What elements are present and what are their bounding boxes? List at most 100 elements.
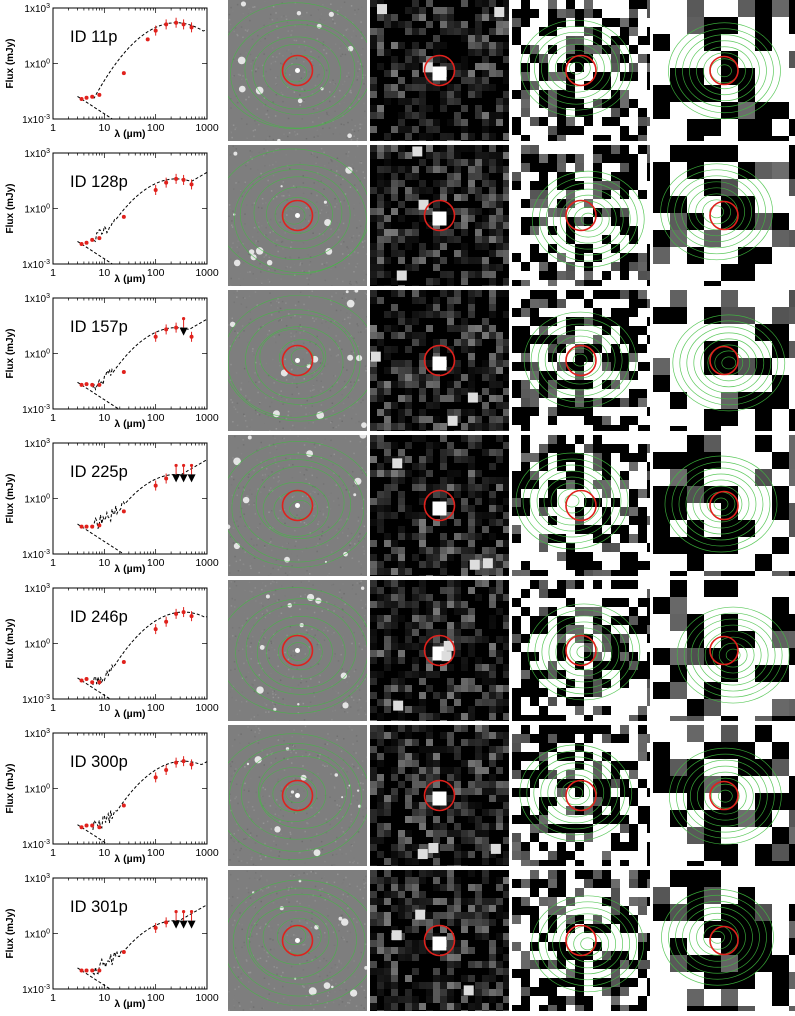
- x-tick-label: 10: [98, 267, 110, 279]
- nir-stamp: [370, 435, 509, 576]
- x-tick-label: 1: [50, 992, 56, 1004]
- submm-stamp-b: [653, 0, 795, 141]
- flux-point: [85, 525, 89, 529]
- y-tick-label: 1x10-3: [22, 984, 50, 996]
- flux-point: [90, 95, 94, 99]
- galaxy-blob: [297, 11, 301, 15]
- galaxy-blob: [267, 260, 272, 265]
- target-source: [295, 793, 300, 798]
- neighbour-source: [412, 146, 422, 156]
- plot-frame: [53, 298, 207, 409]
- galaxy-blob: [309, 987, 317, 995]
- optical-stamp: [228, 290, 367, 431]
- x-tick-label: 100: [147, 557, 165, 569]
- y-tick-label: 1x103: [24, 583, 50, 595]
- galaxy-blob: [324, 219, 331, 226]
- flux-point: [174, 326, 178, 330]
- x-axis-label: λ (µm): [114, 273, 145, 285]
- flux-point: [164, 22, 168, 26]
- galaxy-blob: [346, 290, 349, 293]
- submm-stamp-b: [653, 145, 795, 286]
- flux-point: [154, 775, 158, 779]
- flux-point: [164, 920, 168, 924]
- flux-point: [154, 926, 158, 930]
- flux-point: [80, 825, 84, 829]
- x-axis-label: λ (µm): [114, 998, 145, 1010]
- x-tick-label: 1: [50, 557, 56, 569]
- flux-point: [80, 97, 84, 101]
- flux-point: [190, 335, 194, 339]
- nir-stamp: [370, 145, 509, 286]
- flux-point: [154, 335, 158, 339]
- x-tick-label: 1000: [195, 122, 219, 134]
- flux-point: [122, 370, 126, 374]
- plot-frame: [53, 878, 207, 989]
- galaxy-blob: [341, 918, 348, 925]
- x-tick-label: 1: [50, 702, 56, 714]
- x-axis-label: λ (µm): [114, 708, 145, 720]
- neighbour-source: [491, 844, 501, 854]
- y-tick-label: 1x10-3: [22, 839, 50, 851]
- flux-point: [146, 37, 150, 41]
- y-axis-label: Flux (mJy): [5, 328, 16, 378]
- y-tick-label: 1x100: [24, 59, 50, 71]
- galaxy-blob: [335, 773, 338, 776]
- galaxy-blob: [233, 457, 241, 465]
- nir-stamp: [370, 290, 509, 431]
- y-tick-label: 1x10-3: [22, 549, 50, 561]
- source-id-label: ID 300p: [70, 753, 128, 771]
- x-tick-label: 10: [98, 122, 110, 134]
- flux-point: [97, 969, 101, 973]
- y-tick-label: 1x103: [24, 728, 50, 740]
- galaxy-blob: [297, 703, 299, 705]
- x-axis-label: λ (µm): [114, 853, 145, 865]
- target-source: [433, 212, 447, 226]
- flux-point: [154, 188, 158, 192]
- x-axis-label: λ (µm): [114, 563, 145, 575]
- x-tick-label: 1000: [195, 557, 219, 569]
- source-id-label: ID 11p: [70, 28, 117, 46]
- upper-limit-point: [182, 910, 185, 913]
- target-source: [433, 67, 447, 81]
- upper-limit-point: [182, 464, 185, 467]
- flux-point: [90, 680, 94, 684]
- galaxy-blob: [320, 87, 323, 90]
- galaxy-blob: [233, 152, 237, 156]
- optical-stamp: [228, 145, 367, 286]
- flux-point: [97, 93, 101, 97]
- y-tick-label: 1x10-3: [22, 114, 50, 126]
- neighbour-source: [483, 558, 493, 568]
- y-axis-label: Flux (mJy): [5, 618, 16, 668]
- y-tick-label: 1x100: [24, 349, 50, 361]
- target-source: [295, 213, 300, 218]
- galaxy-blob: [234, 543, 240, 549]
- galaxy-blob: [230, 322, 236, 328]
- galaxy-blob: [347, 300, 355, 308]
- x-tick-label: 10: [98, 847, 110, 859]
- target-source: [295, 648, 300, 653]
- y-tick-label: 1x10-3: [22, 404, 50, 416]
- galaxy-blob: [331, 986, 334, 989]
- upper-limit-point: [190, 910, 193, 913]
- flux-point: [80, 679, 84, 683]
- y-tick-label: 1x103: [24, 873, 50, 885]
- neighbour-source: [415, 910, 425, 920]
- galaxy-blob: [347, 355, 353, 361]
- flux-point: [97, 523, 101, 527]
- galaxy-blob: [243, 497, 249, 503]
- x-tick-label: 1000: [195, 267, 219, 279]
- y-tick-label: 1x100: [24, 204, 50, 216]
- upper-limit-point: [190, 464, 193, 467]
- source-id-label: ID 301p: [70, 898, 128, 916]
- x-tick-label: 1000: [195, 992, 219, 1004]
- galaxy-blob: [273, 708, 276, 711]
- flux-point: [97, 680, 101, 684]
- galaxy-blob: [307, 594, 314, 601]
- galaxy-blob: [248, 436, 252, 440]
- galaxy-blob: [342, 702, 348, 708]
